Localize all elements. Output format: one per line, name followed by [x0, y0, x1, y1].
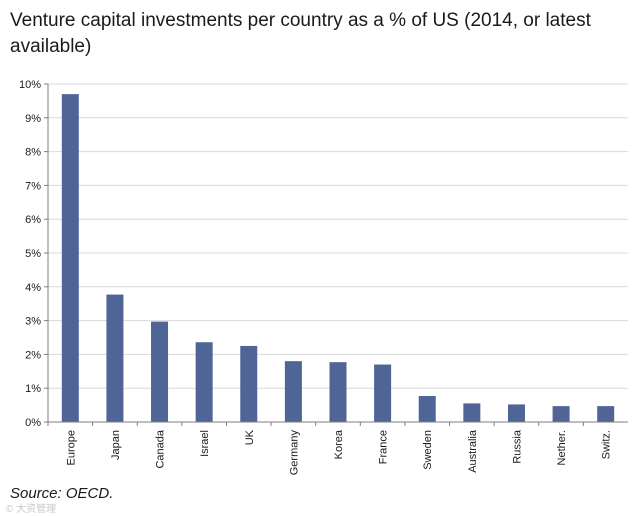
- bar-nether: [552, 406, 570, 422]
- y-tick-label: 3%: [25, 316, 41, 328]
- y-tick-label: 7%: [25, 180, 41, 192]
- bar-japan: [106, 294, 124, 422]
- bar-korea: [329, 362, 347, 422]
- y-tick-label: 4%: [25, 282, 41, 294]
- x-tick-label: Israel: [199, 430, 211, 457]
- x-tick-label: Korea: [333, 429, 345, 459]
- x-tick-label: Russia: [511, 429, 523, 464]
- bar-chart: 0% 1% 2% 3% 4% 5% 6% 7% 8% 9% 10% Europe Japan Canad…: [19, 79, 628, 475]
- x-tick-label: Japan: [110, 430, 122, 460]
- y-tick-label: 1%: [25, 383, 41, 395]
- axes: [44, 83, 628, 426]
- x-tick-label: Australia: [467, 429, 479, 473]
- x-tick-label: Europe: [65, 430, 77, 465]
- x-tick-label: Sweden: [422, 430, 434, 470]
- x-tick-label: Germany: [288, 430, 300, 476]
- bar-germany: [284, 361, 302, 422]
- bar-israel: [195, 342, 213, 422]
- x-tick-label: Canada: [155, 429, 167, 468]
- chart-title: Venture capital investments per country …: [10, 10, 591, 57]
- gridlines: [48, 83, 628, 389]
- x-tick-label: UK: [244, 429, 256, 445]
- x-tick-label: France: [378, 430, 390, 464]
- y-tick-label: 0%: [25, 417, 41, 429]
- bar-europe: [61, 94, 79, 422]
- bar-canada: [151, 321, 169, 422]
- y-tick-label: 10%: [19, 79, 41, 91]
- bar-france: [374, 364, 392, 422]
- bar-sweden: [418, 395, 436, 422]
- x-tick-label: Nether.: [556, 430, 568, 465]
- x-tick-labels: Europe Japan Canada Israel UK Germany Korea Fra…: [65, 429, 612, 475]
- y-tick-labels: 0% 1% 2% 3% 4% 5% 6% 7% 8% 9% 10%: [19, 79, 41, 429]
- bar-switz: [597, 406, 615, 422]
- watermark-logo: © 大资管理: [6, 504, 57, 515]
- bars: [61, 94, 615, 422]
- y-tick-label: 2%: [25, 349, 41, 361]
- x-tick-label: Switz.: [601, 430, 613, 459]
- bar-australia: [463, 403, 481, 422]
- y-tick-label: 6%: [25, 214, 41, 226]
- source-note: Source: OECD.: [10, 485, 114, 502]
- y-tick-label: 5%: [25, 248, 41, 260]
- bar-russia: [507, 404, 525, 422]
- bar-uk: [240, 345, 258, 422]
- y-tick-label: 9%: [25, 113, 41, 125]
- y-tick-label: 8%: [25, 147, 41, 159]
